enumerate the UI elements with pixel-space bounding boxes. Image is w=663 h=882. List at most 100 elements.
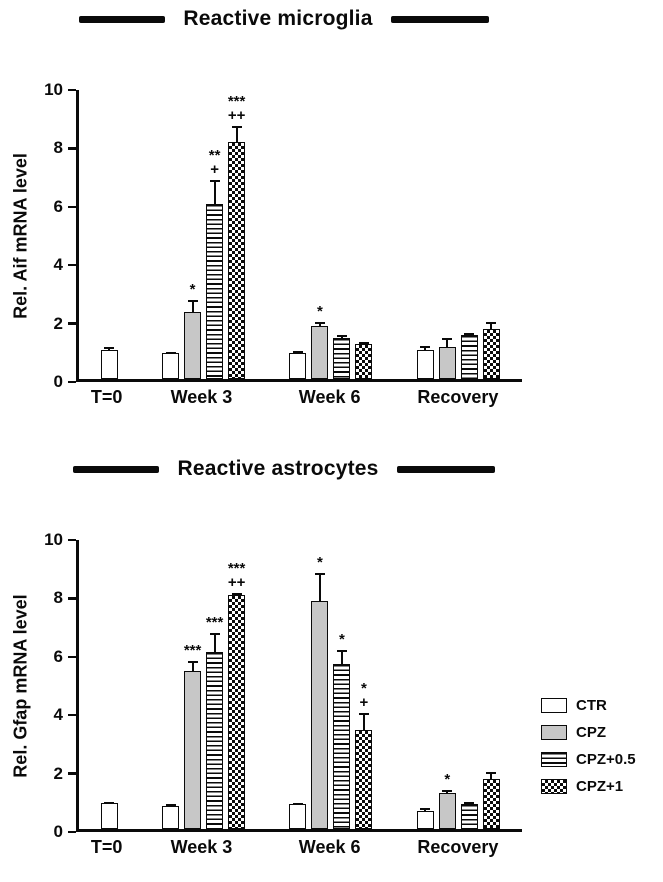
legend-swatch-white — [541, 698, 567, 713]
error-bar — [442, 790, 453, 794]
error-bar-cap — [187, 660, 198, 663]
bar-ctr-week-3 — [162, 352, 180, 379]
error-bar — [314, 573, 325, 603]
error-bar-cap — [292, 803, 303, 806]
y-tick-label: 6 — [53, 646, 63, 666]
bar-group-recovery — [395, 90, 522, 379]
annotation-line: * — [361, 680, 367, 698]
error-bar-cap — [187, 299, 198, 302]
error-bar — [165, 352, 176, 355]
plot-area: * ** + *** ++ * — [76, 90, 522, 382]
bar-cpz-1-recovery — [482, 771, 500, 829]
x-category-label-recovery: Recovery — [417, 387, 499, 407]
y-axis-title: Rel. Gfap mRNA level — [10, 594, 31, 778]
error-bar — [231, 592, 242, 597]
error-bar — [336, 334, 347, 340]
bar-ctr-t-0 — [100, 801, 118, 829]
x-category-label-week-3: Week 3 — [170, 837, 233, 857]
bar-cpz-1-week-3: *** ++ — [228, 561, 245, 829]
y-tick-label: 0 — [53, 822, 63, 841]
error-bar-cap — [336, 650, 347, 653]
legend-label: CPZ+1 — [576, 778, 624, 795]
y-tick-mark — [68, 263, 76, 267]
annotation-line: *** — [183, 641, 202, 659]
annotation-line: * — [444, 771, 451, 788]
bar-ctr-recovery — [416, 346, 434, 379]
error-bar — [231, 125, 242, 144]
chart-reactive-astrocytes: Reactive astrocytes Rel. Gfap mRNA level… — [6, 452, 562, 858]
y-tick-mark — [68, 830, 76, 834]
error-bar — [464, 332, 475, 337]
y-axis: 0 2 4 6 8 10 — [36, 531, 76, 841]
error-bar-cap — [104, 347, 115, 350]
bar-cpz-0-5-recovery — [460, 332, 478, 379]
error-bar — [464, 801, 475, 806]
bar-cpz-1-recovery — [482, 321, 500, 379]
x-category-label-week-6: Week 6 — [298, 387, 361, 407]
y-tick-label: 2 — [53, 763, 63, 783]
bar-cpz-recovery — [438, 337, 456, 379]
error-bar-cap — [486, 321, 497, 324]
error-bar — [209, 180, 220, 205]
error-bar — [104, 801, 115, 804]
error-bar-cap — [442, 337, 453, 340]
error-bar-cap — [165, 352, 176, 355]
error-bar — [209, 632, 220, 654]
y-tick-mark — [68, 205, 76, 209]
chart-title-row: Reactive microglia — [6, 2, 562, 36]
chart-title: Reactive astrocytes — [177, 457, 379, 480]
bar-cpz-week-6: * — [311, 304, 329, 379]
error-bar — [420, 808, 431, 813]
chart-body: Rel. Aif mRNA level 0 2 4 6 8 10 * ** + *** ++ * — [6, 81, 562, 391]
y-axis-title: Rel. Aif mRNA level — [10, 153, 31, 319]
bar-group-week-6: * * * + — [267, 540, 394, 829]
y-tick-mark — [68, 538, 76, 542]
annotation-line: * — [339, 631, 345, 649]
annotation-line: ++ — [227, 106, 246, 124]
significance-annotation: *** ++ — [227, 94, 246, 124]
legend-item-cpz-0-5: CPZ+0.5 — [541, 751, 636, 768]
error-bar-cap — [314, 573, 325, 576]
bar-cpz-0-5-week-3: *** — [206, 615, 223, 829]
bar-ctr-week-6 — [289, 803, 307, 829]
title-rule-left — [79, 15, 166, 23]
annotation-line: * — [189, 280, 196, 298]
y-tick-mark — [68, 713, 76, 717]
significance-annotation: *** — [206, 615, 224, 630]
y-tick-mark — [68, 322, 76, 325]
legend: CTR CPZ CPZ+0.5 CPZ+1 — [541, 697, 636, 795]
bar-cpz-0-5-week-6 — [333, 334, 351, 379]
error-bar — [165, 804, 176, 807]
y-axis-title-box: Rel. Aif mRNA level — [6, 90, 36, 382]
significance-annotation: * + — [359, 680, 369, 712]
annotation-line: * — [317, 554, 323, 572]
error-bar-cap — [420, 346, 431, 349]
y-tick-label: 2 — [53, 313, 63, 333]
error-bar — [314, 321, 325, 328]
x-category-label-t-0: T=0 — [90, 387, 123, 407]
title-rule-right — [396, 465, 495, 473]
annotation-line: + — [210, 161, 219, 178]
y-tick-label: 10 — [44, 530, 63, 549]
significance-annotation: * — [189, 280, 196, 298]
significance-annotation: *** ++ — [228, 561, 246, 590]
bar-group-week-6: * — [267, 90, 394, 379]
bar-group-recovery: * — [395, 540, 522, 829]
error-bar — [292, 351, 303, 354]
y-axis-title-box: Rel. Gfap mRNA level — [6, 540, 36, 832]
legend-label: CPZ+0.5 — [576, 751, 636, 768]
bar-cpz-recovery: * — [438, 772, 456, 829]
error-bar — [187, 660, 198, 673]
error-bar — [292, 803, 303, 806]
error-bar — [358, 342, 369, 345]
bar-cpz-week-3: * — [184, 282, 202, 379]
chart-body: Rel. Gfap mRNA level 0 2 4 6 8 10 *** *** *** ++… — [6, 531, 562, 841]
legend-label: CTR — [576, 697, 607, 714]
error-bar — [420, 346, 431, 351]
error-bar-cap — [464, 332, 475, 335]
annotation-line: * — [317, 302, 323, 320]
error-bar-cap — [358, 713, 369, 716]
annotation-line: + — [359, 694, 369, 712]
y-tick-label: 10 — [44, 80, 63, 99]
bar-ctr-t-0 — [100, 347, 118, 379]
